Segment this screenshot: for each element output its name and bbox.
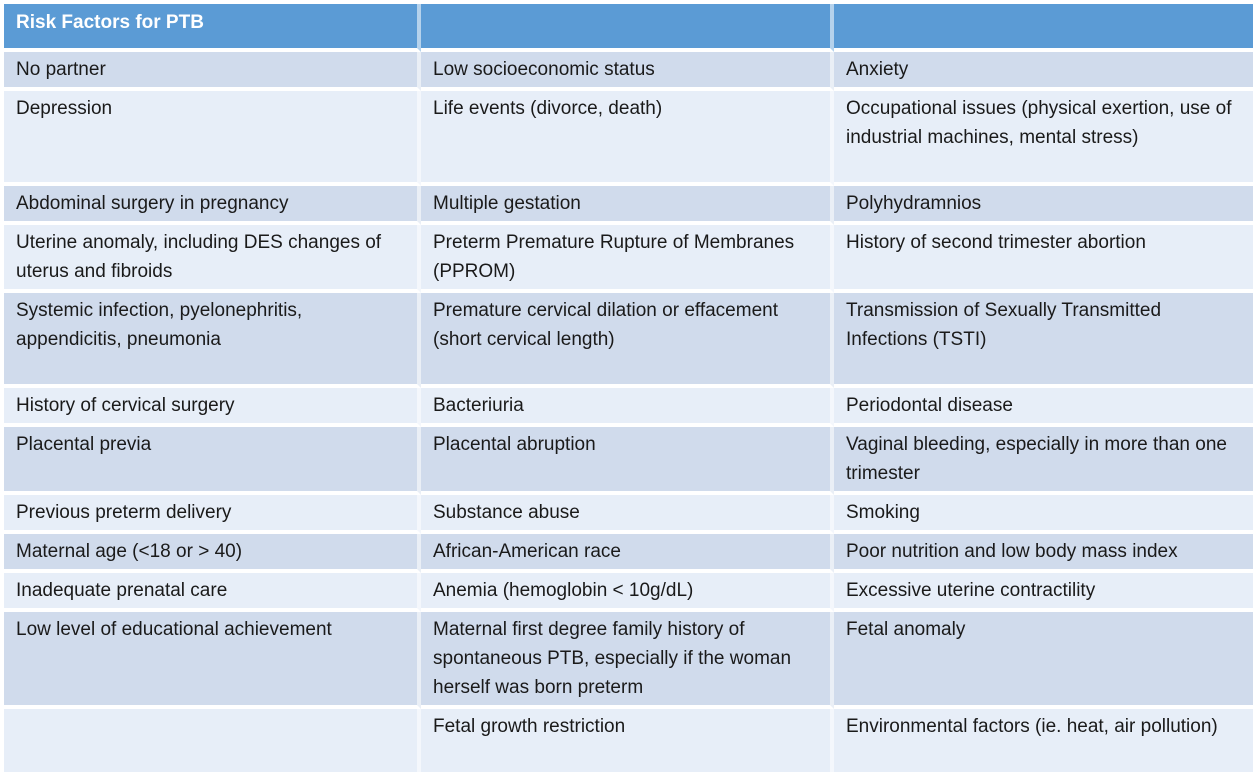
table-cell: Occupational issues (physical exertion, … xyxy=(834,91,1253,186)
table-cell: Systemic infection, pyelonephritis, appe… xyxy=(4,293,421,388)
table-cell: Fetal growth restriction xyxy=(421,709,834,772)
table-row: Low level of educational achievement Mate… xyxy=(4,612,1253,709)
table-cell: Anxiety xyxy=(834,52,1253,91)
table-cell: Previous preterm delivery xyxy=(4,495,421,534)
table-cell: African-American race xyxy=(421,534,834,573)
table-cell: Premature cervical dilation or effacemen… xyxy=(421,293,834,388)
table-cell: Periodontal disease xyxy=(834,388,1253,427)
table-cell: Inadequate prenatal care xyxy=(4,573,421,612)
table-cell: Multiple gestation xyxy=(421,186,834,225)
table-row: Maternal age (<18 or > 40) African-Americ… xyxy=(4,534,1253,573)
table-cell: Substance abuse xyxy=(421,495,834,534)
table-cell: Environmental factors (ie. heat, air pol… xyxy=(834,709,1253,772)
table-title: Risk Factors for PTB xyxy=(4,4,421,52)
table-cell: Vaginal bleeding, especially in more tha… xyxy=(834,427,1253,495)
table-cell xyxy=(4,709,421,772)
table-cell: Uterine anomaly, including DES changes o… xyxy=(4,225,421,293)
table-cell: Poor nutrition and low body mass index xyxy=(834,534,1253,573)
table-row: Previous preterm delivery Substance abuse… xyxy=(4,495,1253,534)
table-cell: Excessive uterine contractility xyxy=(834,573,1253,612)
table-cell: Bacteriuria xyxy=(421,388,834,427)
table-cell: Anemia (hemoglobin < 10g/dL) xyxy=(421,573,834,612)
table-row: Depression Life events (divorce, death) Oc… xyxy=(4,91,1253,186)
table-cell: Maternal first degree family history of … xyxy=(421,612,834,709)
table-cell: Transmission of Sexually Transmitted Inf… xyxy=(834,293,1253,388)
table-row: Abdominal surgery in pregnancy Multiple g… xyxy=(4,186,1253,225)
table-cell: Life events (divorce, death) xyxy=(421,91,834,186)
table-cell: Placental abruption xyxy=(421,427,834,495)
table-cell: History of second trimester abortion xyxy=(834,225,1253,293)
table-cell: Low socioeconomic status xyxy=(421,52,834,91)
table-cell: Depression xyxy=(4,91,421,186)
table-row: Placental previa Placental abruption Vagin… xyxy=(4,427,1253,495)
table-body: No partner Low socioeconomic status Anxiet… xyxy=(4,52,1253,772)
risk-factors-table: Risk Factors for PTB No partner Low socio… xyxy=(4,4,1253,772)
table-cell: No partner xyxy=(4,52,421,91)
table-cell: History of cervical surgery xyxy=(4,388,421,427)
table-cell: Abdominal surgery in pregnancy xyxy=(4,186,421,225)
table-cell: Placental previa xyxy=(4,427,421,495)
table-row: Systemic infection, pyelonephritis, appe… xyxy=(4,293,1253,388)
table-cell: Polyhydramnios xyxy=(834,186,1253,225)
table-row: History of cervical surgery Bacteriuria Pe… xyxy=(4,388,1253,427)
table-row: Uterine anomaly, including DES changes o… xyxy=(4,225,1253,293)
table-header-row: Risk Factors for PTB xyxy=(4,4,1253,52)
table-cell: Low level of educational achievement xyxy=(4,612,421,709)
header-cell-empty xyxy=(834,4,1253,52)
table-row: No partner Low socioeconomic status Anxiet… xyxy=(4,52,1253,91)
header-cell-empty xyxy=(421,4,834,52)
table-row: Fetal growth restriction Environmental fa… xyxy=(4,709,1253,772)
table-row: Inadequate prenatal care Anemia (hemoglob… xyxy=(4,573,1253,612)
table-cell: Preterm Premature Rupture of Membranes (… xyxy=(421,225,834,293)
table-cell: Maternal age (<18 or > 40) xyxy=(4,534,421,573)
table-cell: Smoking xyxy=(834,495,1253,534)
table-cell: Fetal anomaly xyxy=(834,612,1253,709)
